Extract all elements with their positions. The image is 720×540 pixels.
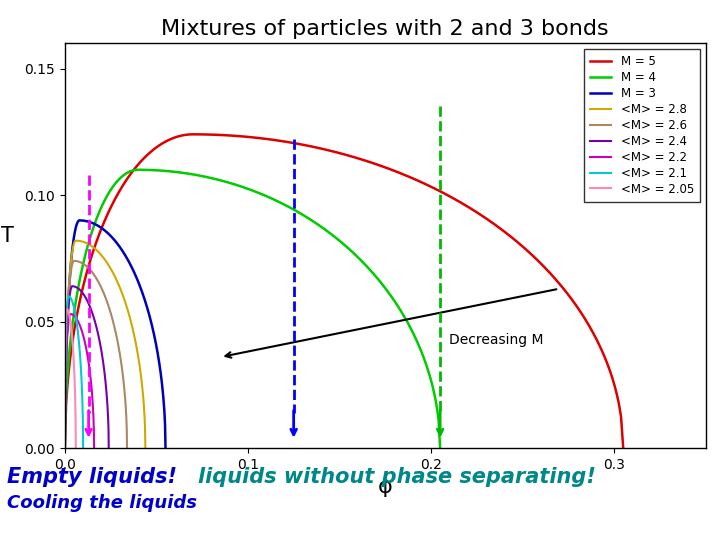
X-axis label: ϕ: ϕ [378,477,392,497]
Text: Empty liquids!: Empty liquids! [7,467,177,487]
Text: Decreasing M: Decreasing M [449,333,544,347]
Text: liquids without phase separating!: liquids without phase separating! [198,467,596,487]
Legend: M = 5, M = 4, M = 3, <M> = 2.8, <M> = 2.6, <M> = 2.4, <M> = 2.2, <M> = 2.1, <M> : M = 5, M = 4, M = 3, <M> = 2.8, <M> = 2.… [584,49,700,201]
Y-axis label: T: T [1,226,14,246]
Text: Cooling the liquids: Cooling the liquids [7,494,197,511]
Title: Mixtures of particles with 2 and 3 bonds: Mixtures of particles with 2 and 3 bonds [161,19,609,39]
